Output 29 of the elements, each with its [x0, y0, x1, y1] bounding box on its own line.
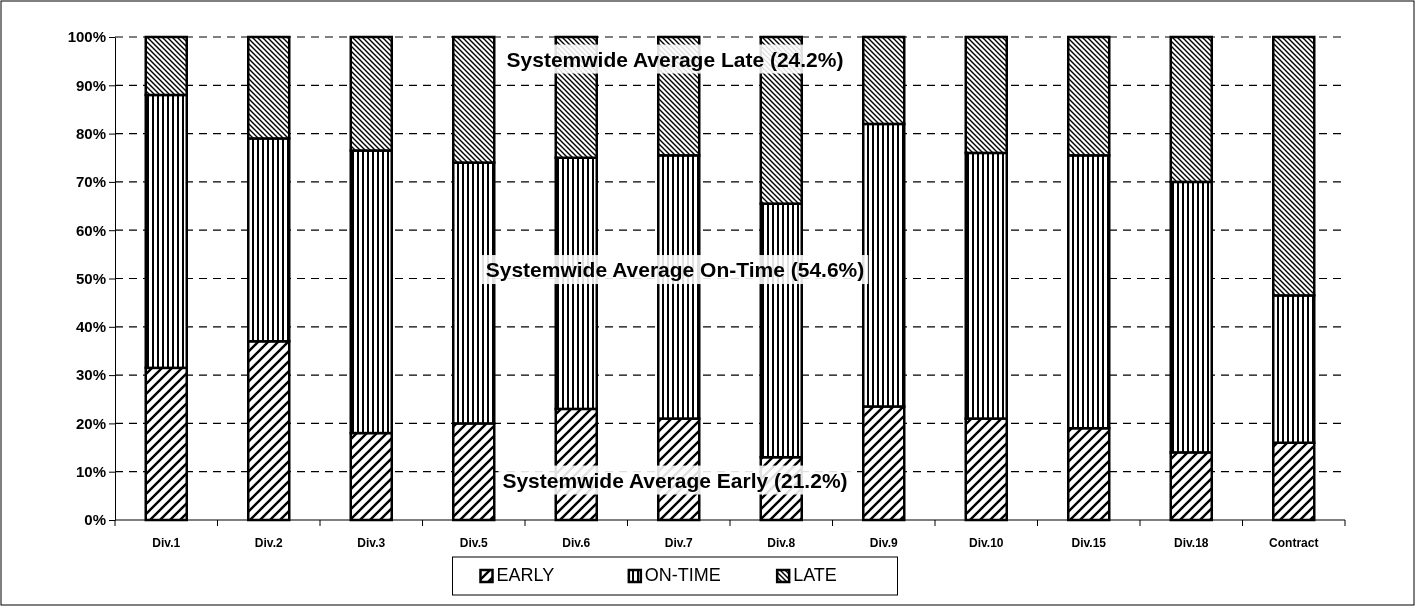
x-tick-label: Div.7: [664, 536, 693, 550]
y-tick-label: 100%: [67, 28, 106, 46]
legend-label: LATE: [793, 564, 837, 585]
x-tick-label: Div.18: [1174, 536, 1209, 550]
x-tick-label: Div.6: [562, 536, 591, 550]
y-tick-label: 0%: [84, 511, 106, 529]
x-tick-label: Div.8: [767, 536, 796, 550]
annotation: Systemwide Average Early (21.2%): [502, 468, 848, 492]
y-tick-label: 40%: [75, 318, 106, 336]
x-tick-label: Div.5: [459, 536, 488, 550]
annotation: Systemwide Average Late (24.2%): [506, 47, 844, 71]
x-tick-label: Div.1: [152, 536, 181, 550]
legend-label: ON-TIME: [644, 564, 721, 585]
annotation: Systemwide Average On-Time (54.6%): [485, 258, 865, 282]
x-tick-label: Div.3: [357, 536, 386, 550]
y-tick-label: 90%: [75, 76, 106, 94]
y-tick-label: 20%: [75, 414, 106, 432]
x-tick-label: Div.15: [1071, 536, 1107, 550]
x-tick-label: Div.9: [869, 536, 898, 550]
y-tick-label: 60%: [75, 221, 106, 239]
y-tick-label: 10%: [75, 463, 106, 480]
legend-label: EARLY: [496, 564, 555, 585]
y-tick-label: 30%: [75, 366, 106, 384]
x-tick-label: Div.2: [254, 536, 283, 550]
x-tick-label: Contract: [1269, 536, 1319, 550]
y-tick-label: 50%: [75, 269, 106, 287]
y-tick-label: 70%: [75, 173, 106, 191]
y-tick-label: 80%: [75, 124, 106, 142]
x-tick-label: Div.10: [969, 536, 1004, 550]
